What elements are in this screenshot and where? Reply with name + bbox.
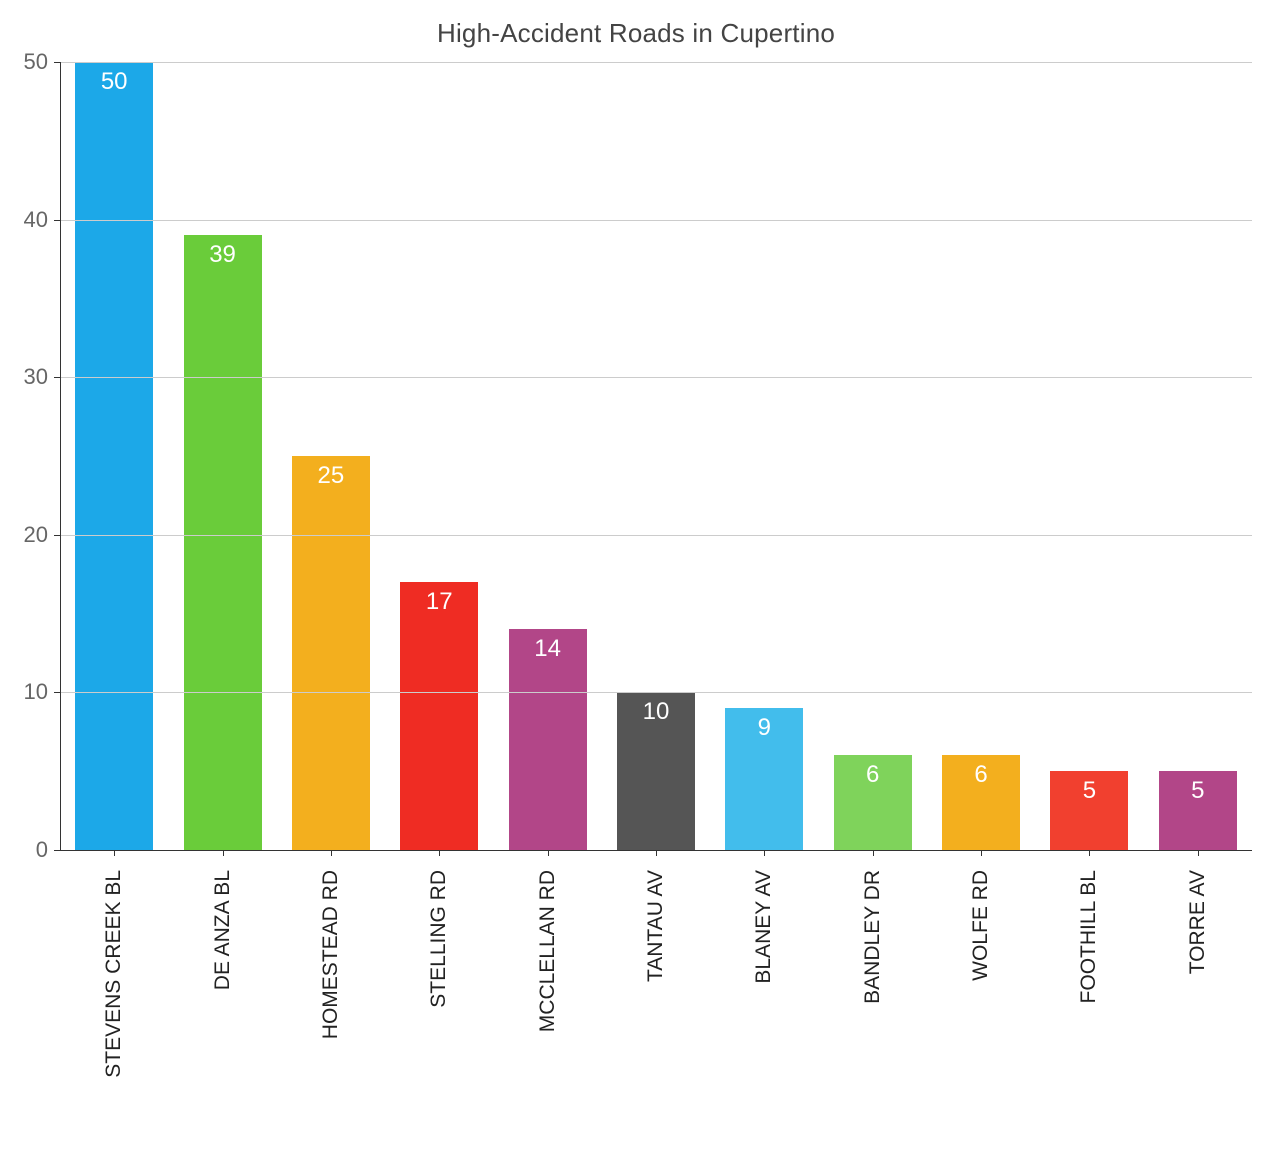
bar-value-label: 5 (1050, 777, 1128, 805)
bar: 14 (509, 629, 587, 850)
bar-value-label: 39 (184, 241, 262, 269)
ytick-label: 20 (0, 522, 48, 548)
xtick-mark (114, 850, 115, 856)
bar-value-label: 5 (1159, 777, 1237, 805)
xtick-label: FOOTHILL BL (1077, 870, 1101, 1170)
xtick-label: MCCLELLAN RD (536, 870, 560, 1170)
bar: 9 (725, 708, 803, 850)
bar-value-label: 10 (617, 698, 695, 726)
bar-value-label: 6 (942, 761, 1020, 789)
gridline (60, 535, 1252, 536)
chart-title: High-Accident Roads in Cupertino (0, 18, 1272, 49)
gridline (60, 377, 1252, 378)
xtick-mark (331, 850, 332, 856)
xtick-label: TANTAU AV (644, 870, 668, 1170)
bar: 39 (184, 235, 262, 850)
y-axis-line (60, 62, 61, 850)
gridline (60, 692, 1252, 693)
bar: 25 (292, 456, 370, 850)
ytick-label: 40 (0, 207, 48, 233)
xtick-mark (1089, 850, 1090, 856)
bar-value-label: 14 (509, 635, 587, 663)
xtick-mark (656, 850, 657, 856)
bar: 10 (617, 692, 695, 850)
bar-value-label: 6 (834, 761, 912, 789)
xtick-label: BANDLEY DR (861, 870, 885, 1170)
xtick-label: STELLING RD (427, 870, 451, 1170)
bar: 17 (400, 582, 478, 850)
ytick-label: 30 (0, 364, 48, 390)
bar-value-label: 25 (292, 462, 370, 490)
bar: 5 (1050, 771, 1128, 850)
xtick-mark (548, 850, 549, 856)
bar-value-label: 17 (400, 588, 478, 616)
xtick-mark (1198, 850, 1199, 856)
xtick-mark (223, 850, 224, 856)
ytick-label: 0 (0, 837, 48, 863)
ytick-label: 10 (0, 679, 48, 705)
gridline (60, 220, 1252, 221)
bar-value-label: 50 (75, 68, 153, 96)
xtick-label: TORRE AV (1186, 870, 1210, 1170)
bar: 6 (834, 755, 912, 850)
xtick-mark (764, 850, 765, 856)
gridline (60, 62, 1252, 63)
bars-container: 50 39 25 17 14 10 9 6 6 5 5 (60, 62, 1252, 850)
xtick-label: BLANEY AV (752, 870, 776, 1170)
bar: 6 (942, 755, 1020, 850)
xtick-label: WOLFE RD (969, 870, 993, 1170)
xtick-mark (981, 850, 982, 856)
xtick-mark (439, 850, 440, 856)
plot-area: 50 39 25 17 14 10 9 6 6 5 5 (60, 62, 1252, 850)
bar: 5 (1159, 771, 1237, 850)
xtick-mark (873, 850, 874, 856)
xtick-label: STEVENS CREEK BL (102, 870, 126, 1170)
xtick-label: HOMESTEAD RD (319, 870, 343, 1170)
xtick-label: DE ANZA BL (211, 870, 235, 1170)
bar-value-label: 9 (725, 714, 803, 742)
bar-chart: High-Accident Roads in Cupertino 5039251… (0, 0, 1272, 1078)
bar: 50 (75, 62, 153, 850)
ytick-label: 50 (0, 49, 48, 75)
